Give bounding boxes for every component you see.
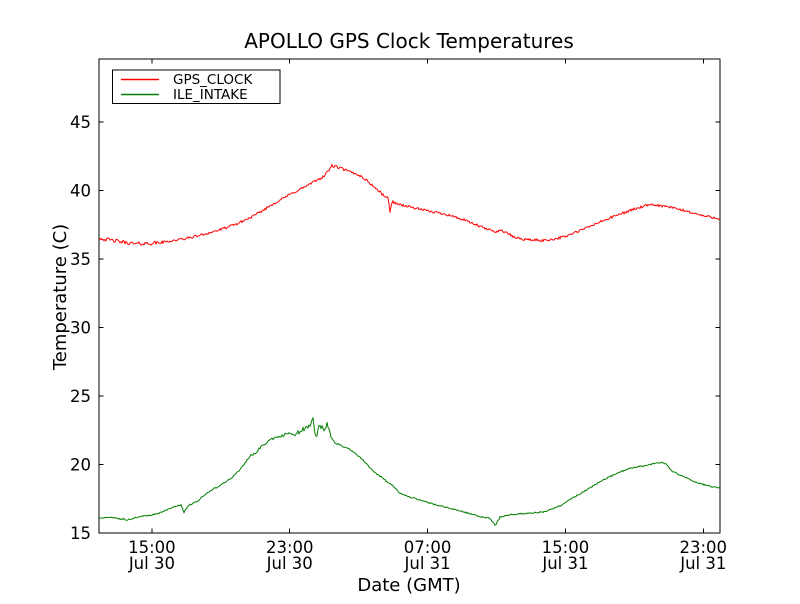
legend-label-gps-clock: GPS_CLOCK [173, 72, 253, 88]
x-tick-label-date: Jul 30 [128, 554, 175, 573]
x-tick-label-date: Jul 31 [679, 554, 726, 573]
y-tick-label: 35 [70, 250, 91, 269]
y-tick-label: 45 [70, 113, 91, 132]
y-axis-label: Temperature (C) [50, 224, 71, 371]
chart-title: APOLLO GPS Clock Temperatures [244, 29, 574, 53]
y-tick-label: 25 [70, 387, 91, 406]
plot-frame [98, 58, 721, 534]
series-line-gps-clock [98, 163, 721, 246]
y-tick-label: 40 [70, 182, 91, 201]
x-tick-label-time: 23:00 [680, 538, 728, 557]
y-tick-label: 20 [70, 456, 91, 475]
x-tick-label-date: Jul 30 [266, 554, 313, 573]
legend: GPS_CLOCK ILE_INTAKE [112, 69, 281, 104]
series-lines [98, 163, 721, 526]
legend-label-ile-intake: ILE_INTAKE [173, 87, 248, 103]
x-tick-label-date: Jul 31 [541, 554, 588, 573]
y-tick-label: 30 [70, 319, 91, 338]
x-axis-label: Date (GMT) [357, 575, 460, 596]
x-tick-label-date: Jul 31 [404, 554, 451, 573]
x-tick-label-time: 15:00 [542, 538, 590, 557]
y-tick-label: 15 [70, 524, 91, 543]
x-tick-label-time: 23:00 [266, 538, 314, 557]
x-tick-label-time: 07:00 [404, 538, 452, 557]
legend-box [112, 69, 281, 104]
x-tick-label-time: 15:00 [128, 538, 176, 557]
series-line-ile-intake [98, 416, 721, 526]
